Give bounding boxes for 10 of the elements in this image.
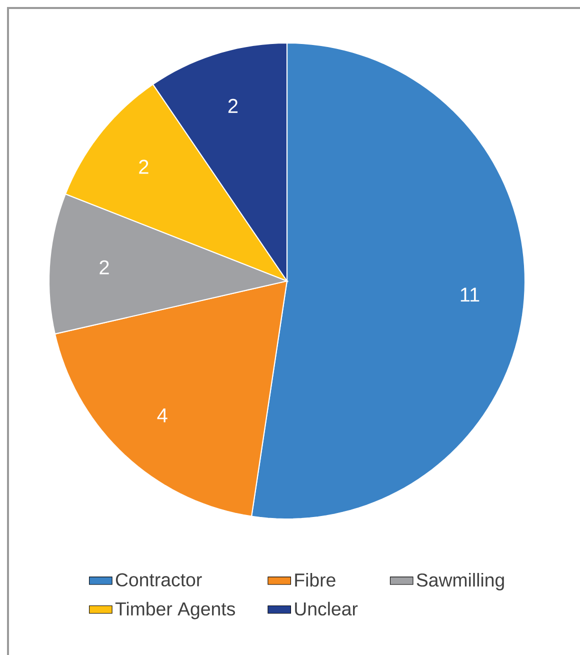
legend-label: Contractor xyxy=(116,573,202,586)
legend-label: Timber Agents xyxy=(115,602,235,620)
data-label: 2 xyxy=(139,160,148,174)
data-label: 2 xyxy=(100,260,109,274)
legend-label: Sawmilling xyxy=(416,572,504,590)
legend-label: Unclear xyxy=(295,602,358,616)
data-label: 2 xyxy=(228,98,238,113)
data-label: 4 xyxy=(157,408,168,422)
data-label: 11 xyxy=(460,288,480,302)
legend-label: Fibre xyxy=(295,572,336,587)
